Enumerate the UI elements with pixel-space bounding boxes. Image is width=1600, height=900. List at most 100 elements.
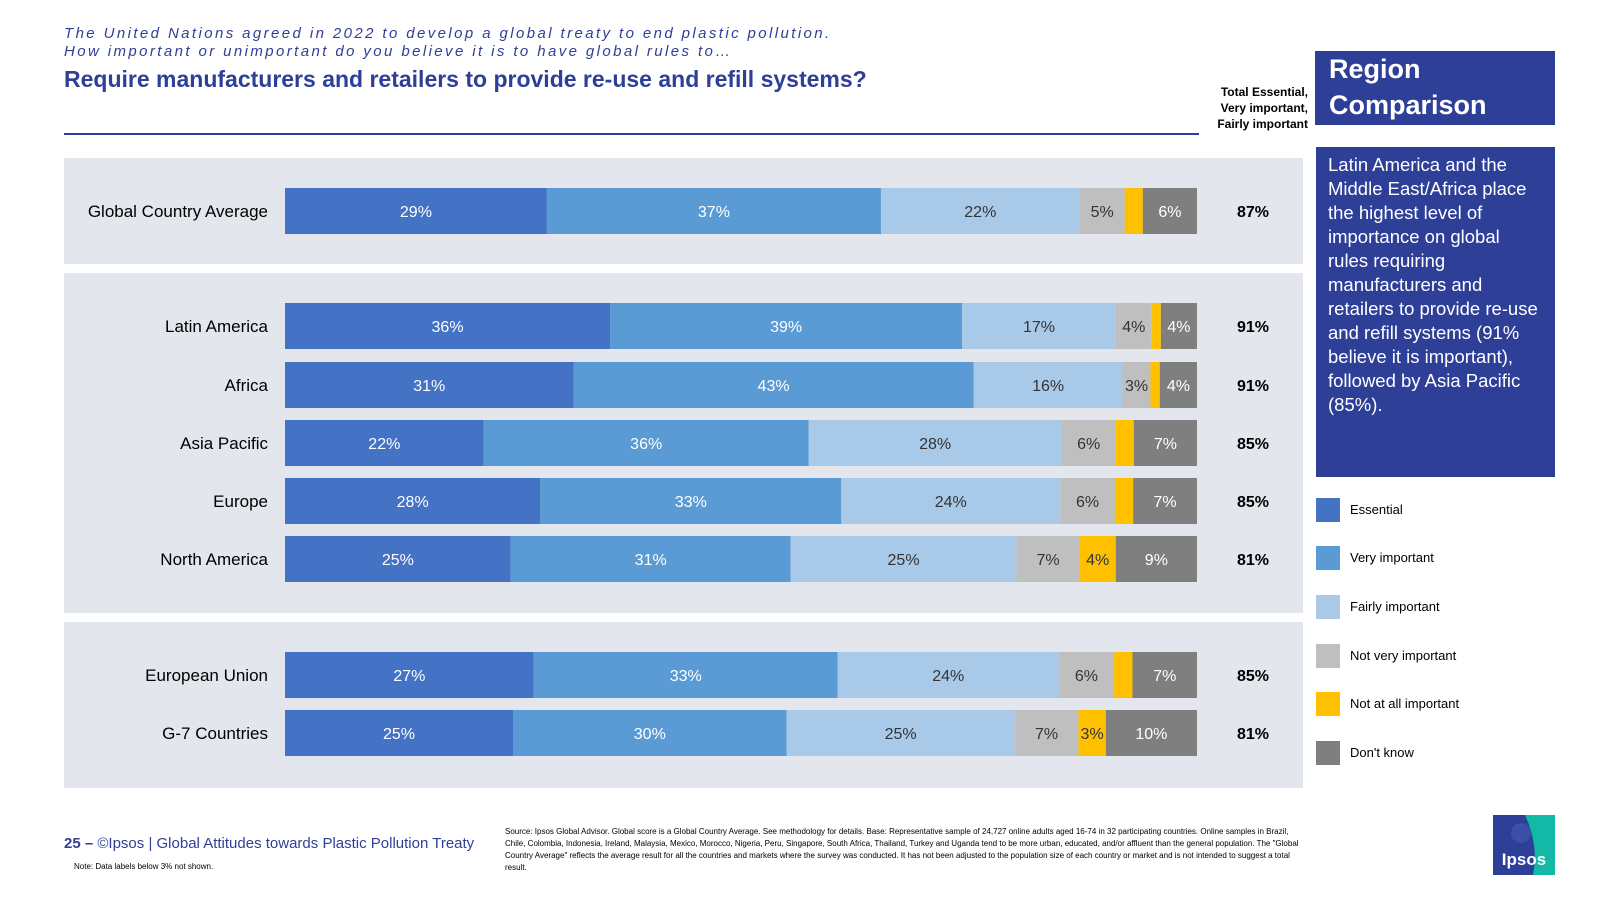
legend-swatch-not-very-important xyxy=(1316,644,1340,668)
data-label-latin-america-very-important: 39% xyxy=(770,319,802,336)
bar-segment-africa-fairly-important xyxy=(973,362,1123,408)
data-label-north-america-essential: 25% xyxy=(382,552,414,569)
data-label-g-7-countries-not-very-important: 7% xyxy=(1035,726,1058,743)
data-label-latin-america-fairly-important: 17% xyxy=(1023,319,1055,336)
page-number: 25 – xyxy=(64,835,94,852)
legend-item-dont-know: Don't know xyxy=(1316,741,1556,765)
total-label-europe: 85% xyxy=(1237,494,1269,511)
data-label-european-union-essential: 27% xyxy=(393,668,425,685)
data-label-europe-very-important: 33% xyxy=(675,494,707,511)
data-label-north-america-not-at-all-important: 4% xyxy=(1086,552,1109,569)
bar-segment-global-country-average-not-at-all-important xyxy=(1124,188,1143,234)
data-label-north-america-very-important: 31% xyxy=(635,552,667,569)
bar-segment-g-7-countries-not-very-important xyxy=(1014,710,1079,756)
total-label-africa: 91% xyxy=(1237,378,1269,395)
bar-segment-asia-pacific-dont-know xyxy=(1133,420,1197,466)
legend-swatch-essential xyxy=(1316,498,1340,522)
data-label-european-union-not-very-important: 6% xyxy=(1075,668,1098,685)
logo-figure xyxy=(1511,823,1531,843)
bar-segment-european-union-very-important xyxy=(533,652,838,698)
bar-segment-european-union-essential xyxy=(285,652,534,698)
total-column-header: Total Essential, Very important, Fairly … xyxy=(1196,84,1308,132)
bar-segment-european-union-not-at-all-important xyxy=(1114,652,1133,698)
bar-segment-north-america-not-at-all-important xyxy=(1079,536,1116,582)
study-title: | Global Attitudes towards Plastic Pollu… xyxy=(148,835,475,852)
bar-segment-europe-not-at-all-important xyxy=(1114,478,1134,524)
category-label-latin-america: Latin America xyxy=(165,317,269,336)
bar-segment-asia-pacific-not-very-important xyxy=(1061,420,1116,466)
bar-segment-global-country-average-not-very-important xyxy=(1079,188,1125,234)
data-label-europe-not-very-important: 6% xyxy=(1076,494,1099,511)
ipsos-logo: Ipsos xyxy=(1493,815,1555,875)
region-title-line-1: Region xyxy=(1329,54,1421,84)
legend-swatch-not-at-all-important xyxy=(1316,692,1340,716)
bar-segment-european-union-fairly-important xyxy=(837,652,1059,698)
data-label-europe-fairly-important: 24% xyxy=(935,494,967,511)
survey-intro: The United Nations agreed in 2022 to dev… xyxy=(64,25,832,61)
bar-segment-europe-fairly-important xyxy=(841,478,1061,524)
total-head-line-3: Fairly important xyxy=(1217,117,1308,131)
bar-segment-north-america-not-very-important xyxy=(1016,536,1080,582)
data-label-asia-pacific-essential: 22% xyxy=(368,436,400,453)
bar-segment-latin-america-not-very-important xyxy=(1115,303,1152,349)
data-label-g-7-countries-not-at-all-important: 3% xyxy=(1081,726,1104,743)
category-label-asia-pacific: Asia Pacific xyxy=(180,434,268,453)
total-label-european-union: 85% xyxy=(1237,668,1269,685)
total-label-latin-america: 91% xyxy=(1237,319,1269,336)
data-label-european-union-fairly-important: 24% xyxy=(932,668,964,685)
bar-segment-g-7-countries-essential xyxy=(285,710,513,756)
intro-line-2: How important or unimportant do you beli… xyxy=(64,43,733,60)
legend-item-essential: Essential xyxy=(1316,498,1556,522)
category-label-north-america: North America xyxy=(160,550,268,569)
data-label-latin-america-dont-know: 4% xyxy=(1167,319,1190,336)
data-label-latin-america-essential: 36% xyxy=(432,319,464,336)
legend-item-very-important: Very important xyxy=(1316,546,1556,570)
total-head-line-1: Total Essential, xyxy=(1220,85,1308,99)
data-label-global-country-average-not-very-important: 5% xyxy=(1091,204,1114,221)
legend-swatch-very-important xyxy=(1316,546,1340,570)
bar-segment-europe-essential xyxy=(285,478,541,524)
bar-segment-north-america-essential xyxy=(285,536,511,582)
footer-brand-line: 25 – ©Ipsos | Global Attitudes towards P… xyxy=(64,835,474,852)
legend-label-essential: Essential xyxy=(1350,502,1403,517)
data-label-africa-essential: 31% xyxy=(413,378,445,395)
bar-segment-g-7-countries-very-important xyxy=(513,710,787,756)
bar-segment-g-7-countries-not-at-all-important xyxy=(1078,710,1106,756)
data-label-global-country-average-dont-know: 6% xyxy=(1158,204,1181,221)
category-label-global-country-average: Global Country Average xyxy=(88,202,268,221)
data-label-g-7-countries-dont-know: 10% xyxy=(1135,726,1167,743)
panel-blocs xyxy=(64,622,1303,788)
bar-segment-north-america-very-important xyxy=(510,536,791,582)
bar-segment-european-union-dont-know xyxy=(1132,652,1197,698)
legend-label-not-very-important: Not very important xyxy=(1350,648,1457,663)
legend-item-not-at-all-important: Not at all important xyxy=(1316,692,1556,716)
legend-label-fairly-important: Fairly important xyxy=(1350,599,1440,614)
bar-segment-europe-dont-know xyxy=(1133,478,1197,524)
bar-segment-africa-dont-know xyxy=(1159,362,1197,408)
data-label-asia-pacific-not-very-important: 6% xyxy=(1077,436,1100,453)
bar-segment-g-7-countries-fairly-important xyxy=(786,710,1015,756)
source-text: Source: Ipsos Global Advisor. Global sco… xyxy=(505,827,1299,872)
title-divider xyxy=(64,133,1199,135)
bar-segment-asia-pacific-very-important xyxy=(483,420,809,466)
bar-segment-europe-very-important xyxy=(540,478,842,524)
total-label-global-country-average: 87% xyxy=(1237,204,1269,221)
data-label-european-union-dont-know: 7% xyxy=(1153,668,1176,685)
data-label-asia-pacific-dont-know: 7% xyxy=(1154,436,1177,453)
bar-segment-north-america-fairly-important xyxy=(790,536,1017,582)
logo-accent xyxy=(1525,815,1555,875)
data-label-north-america-dont-know: 9% xyxy=(1145,552,1168,569)
bar-segment-africa-not-at-all-important xyxy=(1150,362,1160,408)
data-label-latin-america-not-very-important: 4% xyxy=(1122,319,1145,336)
bar-segment-latin-america-not-at-all-important xyxy=(1151,303,1161,349)
data-label-global-country-average-very-important: 37% xyxy=(698,204,730,221)
data-label-africa-very-important: 43% xyxy=(758,378,790,395)
legend-label-not-at-all-important: Not at all important xyxy=(1350,696,1460,711)
bar-segment-latin-america-fairly-important xyxy=(962,303,1116,349)
category-label-europe: Europe xyxy=(213,492,268,511)
data-label-g-7-countries-very-important: 30% xyxy=(634,726,666,743)
bar-segment-latin-america-essential xyxy=(285,303,611,349)
bar-segment-africa-not-very-important xyxy=(1122,362,1151,408)
intro-line-1: The United Nations agreed in 2022 to dev… xyxy=(64,25,832,42)
